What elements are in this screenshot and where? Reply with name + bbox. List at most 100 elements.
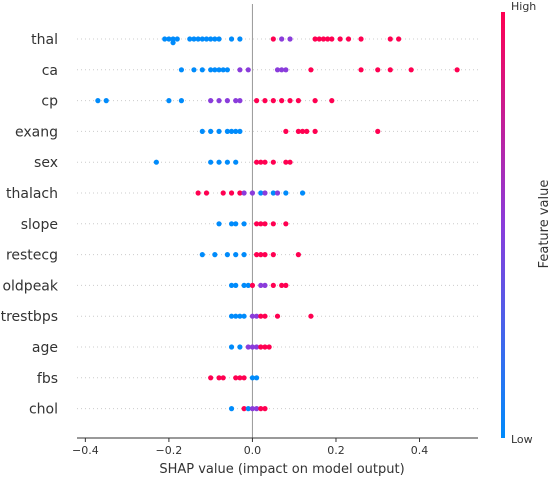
shap-point-thal <box>170 36 176 42</box>
shap-point-thalach <box>203 190 210 196</box>
shap-point-ca <box>220 67 226 73</box>
shap-point-ca <box>308 67 314 73</box>
shap-point-thalach <box>274 190 281 196</box>
shap-point-thalach <box>283 190 289 196</box>
x-tick-label: 0.0 <box>244 444 262 457</box>
shap-point-thal <box>396 36 402 42</box>
shap-point-ca <box>279 67 285 73</box>
x-axis-label: SHAP value (impact on model output) <box>159 462 404 477</box>
shap-point-chol <box>241 406 247 412</box>
shap-point-slope <box>270 221 276 227</box>
shap-point-chol <box>254 406 260 412</box>
shap-point-cp <box>103 98 109 104</box>
shap-point-oldpeak <box>233 282 239 288</box>
shap-point-exang <box>224 128 230 134</box>
shap-point-sex <box>270 159 276 165</box>
shap-point-fbs <box>241 375 247 381</box>
shap-point-age <box>245 344 251 350</box>
shap-point-slope <box>216 221 222 227</box>
shap-point-thal <box>199 36 205 42</box>
feature-label: trestbps <box>1 309 58 325</box>
shap-point-exang <box>375 128 381 134</box>
shap-point-restecg <box>233 252 239 258</box>
shap-point-ca <box>208 67 214 73</box>
shap-point-restecg <box>295 252 301 258</box>
shap-point-cp <box>178 98 185 104</box>
shap-point-chol <box>249 406 256 412</box>
shap-point-trestbps <box>228 313 235 319</box>
shap-point-sex <box>153 159 159 165</box>
shap-point-sex <box>283 159 289 165</box>
shap-point-thal <box>316 36 322 42</box>
shap-point-thal <box>212 36 218 42</box>
shap-point-exang <box>208 128 214 134</box>
shap-point-restecg <box>212 252 218 258</box>
shap-point-exang <box>312 128 318 134</box>
shap-point-exang <box>233 128 239 134</box>
feature-label: chol <box>29 402 58 418</box>
shap-point-cp <box>287 98 293 104</box>
shap-point-age <box>262 344 268 350</box>
shap-point-oldpeak <box>270 282 276 288</box>
shap-point-cp <box>95 98 101 104</box>
data-points <box>95 36 460 412</box>
shap-point-restecg <box>270 252 276 258</box>
shap-point-fbs <box>237 375 243 381</box>
shap-point-ca <box>212 67 218 73</box>
shap-point-age <box>237 344 243 350</box>
shap-point-sex <box>233 159 239 165</box>
shap-point-ca <box>216 67 222 73</box>
shap-point-thal <box>191 36 197 42</box>
shap-point-slope <box>233 221 239 227</box>
shap-point-thalach <box>220 190 226 196</box>
shap-point-ca <box>358 67 364 73</box>
shap-point-fbs <box>220 375 226 381</box>
feature-label: exang <box>15 124 58 140</box>
shap-point-trestbps <box>237 313 243 319</box>
shap-point-oldpeak <box>228 282 235 288</box>
shap-point-trestbps <box>241 313 247 319</box>
shap-point-cp <box>270 98 276 104</box>
shap-point-ca <box>408 67 414 73</box>
shap-point-sex <box>254 159 260 165</box>
shap-point-oldpeak <box>262 282 268 288</box>
shap-point-age <box>249 344 256 350</box>
shap-point-restecg <box>258 252 264 258</box>
shap-point-thalach <box>228 190 235 196</box>
shap-point-exang <box>237 128 243 134</box>
shap-point-thalach <box>258 190 264 196</box>
shap-point-thal <box>208 36 214 42</box>
shap-point-ca <box>375 67 381 73</box>
x-tick-label: −0.2 <box>156 444 183 457</box>
colorbar-low-label: Low <box>511 433 533 446</box>
shap-point-fbs <box>233 375 239 381</box>
shap-point-sex <box>208 159 214 165</box>
shap-point-slope <box>241 221 247 227</box>
shap-point-oldpeak <box>249 282 256 288</box>
shap-point-fbs <box>254 375 260 381</box>
shap-point-chol <box>262 406 268 412</box>
shap-point-cp <box>208 98 214 104</box>
shap-point-exang <box>228 128 235 134</box>
shap-point-thal <box>203 36 210 42</box>
x-axis-ticks: −0.4 −0.2 0.0 0.2 0.4 <box>72 438 428 457</box>
shap-point-cp <box>254 98 260 104</box>
shap-point-thal <box>325 36 331 42</box>
shap-point-restecg <box>199 252 205 258</box>
shap-point-sex <box>258 159 264 165</box>
shap-point-age <box>254 344 260 350</box>
shap-point-sex <box>287 159 293 165</box>
shap-point-thal <box>216 36 222 42</box>
shap-point-cp <box>237 98 243 104</box>
feature-label: ca <box>42 63 58 79</box>
shap-point-restecg <box>262 252 268 258</box>
shap-point-ca <box>274 67 281 73</box>
x-tick-label: −0.4 <box>72 444 99 457</box>
shap-point-slope <box>228 221 235 227</box>
shap-point-thalach <box>195 190 201 196</box>
shap-point-thal <box>337 36 343 42</box>
shap-point-thal <box>312 36 318 42</box>
x-tick-label: 0.2 <box>327 444 345 457</box>
shap-point-cp <box>312 98 318 104</box>
